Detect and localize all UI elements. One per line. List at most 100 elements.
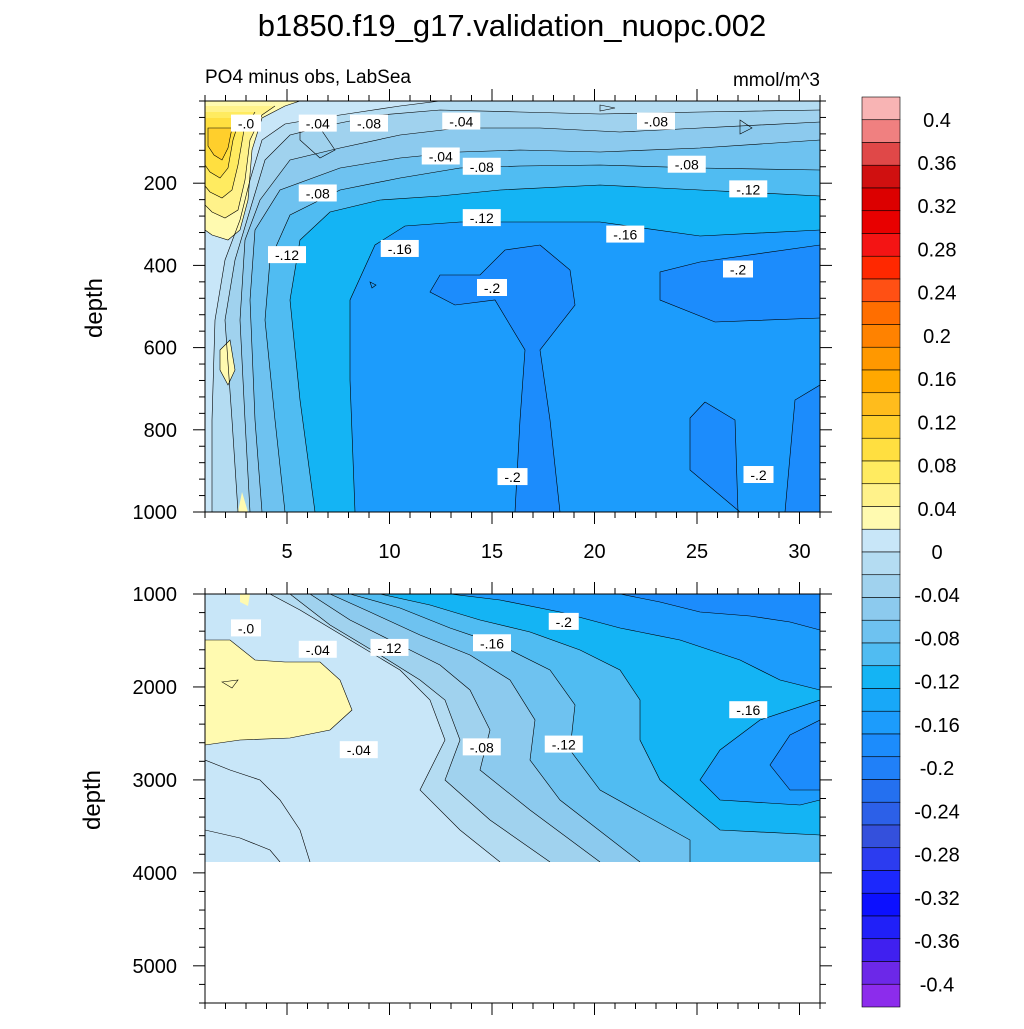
contour-label-bg <box>743 466 774 484</box>
contour-label-bg <box>473 634 511 652</box>
colorbar: 0.4 0.36 0.32 0.28 0.24 0.2 0.16 0.12 0.08 0.04 0 -… <box>861 96 960 1008</box>
contour-label: -.04 <box>298 640 337 658</box>
contour-label-text: -.12 <box>552 737 576 753</box>
colorbar-label: -0.4 <box>920 974 954 996</box>
contour-label-bg <box>339 741 378 759</box>
colorbar-box <box>861 756 901 780</box>
y-tick-label: 800 <box>144 420 177 442</box>
colorbar-box <box>861 665 901 689</box>
colorbar-box <box>861 733 901 758</box>
upper-y-tick-labels: 200 400 600 800 1000 <box>133 173 178 524</box>
colorbar-box <box>861 528 901 553</box>
colorbar-box <box>861 164 901 189</box>
colorbar-label: 0.28 <box>918 239 957 261</box>
colorbar-label: -0.36 <box>914 931 960 953</box>
contour-label: -.2 <box>477 279 507 297</box>
colorbar-box <box>861 983 901 1008</box>
x-tick-label: 20 <box>583 541 605 563</box>
contour-label: -.0 <box>231 619 261 637</box>
colorbar-box <box>861 437 901 462</box>
colorbar-box <box>861 187 901 212</box>
contour-label-text: -.12 <box>470 210 494 226</box>
colorbar-box <box>861 233 901 257</box>
contour-label-bg <box>637 112 675 130</box>
colorbar-box <box>861 915 901 940</box>
colorbar-box <box>861 369 901 394</box>
contour-label-text: -.08 <box>306 185 330 201</box>
colorbar-box <box>861 301 901 325</box>
y-tick-label: 2000 <box>133 677 178 699</box>
contour-label-bg <box>462 738 501 756</box>
contour-label: -.12 <box>462 209 501 227</box>
y-tick-label: 1000 <box>133 502 178 524</box>
colorbar-box <box>861 870 901 894</box>
contour-label: -.16 <box>729 701 768 719</box>
lower-contour-labels: -.0 -.04 -.12 -.16 -.2 -.16 -.04 -.08 -.12 <box>231 612 768 759</box>
contour-label: -.16 <box>473 634 511 652</box>
contour-label-text: -.16 <box>613 227 637 243</box>
contour-label: -.08 <box>350 114 388 132</box>
colorbar-box <box>861 392 901 416</box>
upper-panel: -.0 -.04 -.08 -.04 -.08 -.04 -.08 -.08 -.12 -.08 -… <box>81 89 832 563</box>
contour-label: -.08 <box>462 738 501 756</box>
contour-label-text: -.2 <box>730 262 747 278</box>
colorbar-boxes <box>861 96 901 1008</box>
colorbar-label: 0.12 <box>918 412 957 434</box>
contour-label: -.16 <box>380 239 419 257</box>
contour-label: -.04 <box>442 112 481 130</box>
colorbar-labels: 0.4 0.36 0.32 0.28 0.24 0.2 0.16 0.12 0.08 0.04 0 -… <box>914 110 960 997</box>
contour-label-bg <box>497 468 528 486</box>
y-tick-label: 4000 <box>133 863 178 885</box>
contour-label-text: -.04 <box>449 114 473 130</box>
lower-tick-marks <box>193 582 832 1015</box>
contour-label-bg <box>667 155 706 173</box>
y-tick-label: 1000 <box>133 584 178 606</box>
contour-label: -.08 <box>298 184 337 202</box>
contour-label-text: -.08 <box>470 159 494 175</box>
lower-band-pos-b <box>240 594 250 606</box>
colorbar-box <box>861 801 901 826</box>
colorbar-box <box>861 460 901 485</box>
upper-band-0.08 <box>205 101 820 512</box>
upper-band-0.02 <box>205 101 820 512</box>
chart-subtitle-left: PO4 minus obs, LabSea <box>205 67 411 88</box>
contour-label: -.0 <box>231 114 261 132</box>
contour-label-text: -.2 <box>484 280 501 296</box>
contour-label-bg <box>298 114 337 132</box>
contour-label: -.12 <box>544 735 583 753</box>
lower-band-0.20 <box>620 594 820 630</box>
colorbar-label: -0.24 <box>914 801 960 823</box>
colorbar-box <box>861 938 901 962</box>
x-tick-label: 25 <box>686 541 708 563</box>
contour-label-text: -.08 <box>470 739 494 755</box>
colorbar-box <box>861 597 901 621</box>
colorbar-label: -0.16 <box>914 715 960 737</box>
colorbar-box <box>861 779 901 803</box>
colorbar-label: -0.08 <box>914 628 960 650</box>
contour-label-text: -.04 <box>347 742 371 758</box>
contour-label-bg <box>350 114 388 132</box>
lower-panel: -.0 -.04 -.12 -.16 -.2 -.16 -.04 -.08 -.12 1000 2… <box>79 582 832 1015</box>
upper-contour-fill <box>205 101 820 512</box>
contour-label: -.12 <box>370 638 409 656</box>
contour-label-bg <box>380 239 419 257</box>
contour-label-bg <box>442 112 481 130</box>
contour-label-text: -.2 <box>750 467 767 483</box>
contour-label-bg <box>462 209 501 227</box>
colorbar-box <box>861 619 901 644</box>
colorbar-label: 0.36 <box>918 153 957 175</box>
contour-label-text: -.12 <box>275 247 299 263</box>
colorbar-box <box>861 346 901 371</box>
y-tick-label: 400 <box>144 255 177 277</box>
colorbar-label: 0.24 <box>918 283 957 305</box>
contour-label-bg <box>477 279 507 297</box>
contour-label-text: -.08 <box>675 157 699 173</box>
contour-label-text: -.0 <box>238 620 255 636</box>
colorbar-box <box>861 483 901 507</box>
contour-label-bg <box>370 638 409 656</box>
contour-label-text: -.2 <box>556 614 573 630</box>
contour-label-text: -.08 <box>357 116 381 132</box>
contour-label-bg <box>729 180 768 198</box>
contour-label: -.08 <box>462 157 501 175</box>
